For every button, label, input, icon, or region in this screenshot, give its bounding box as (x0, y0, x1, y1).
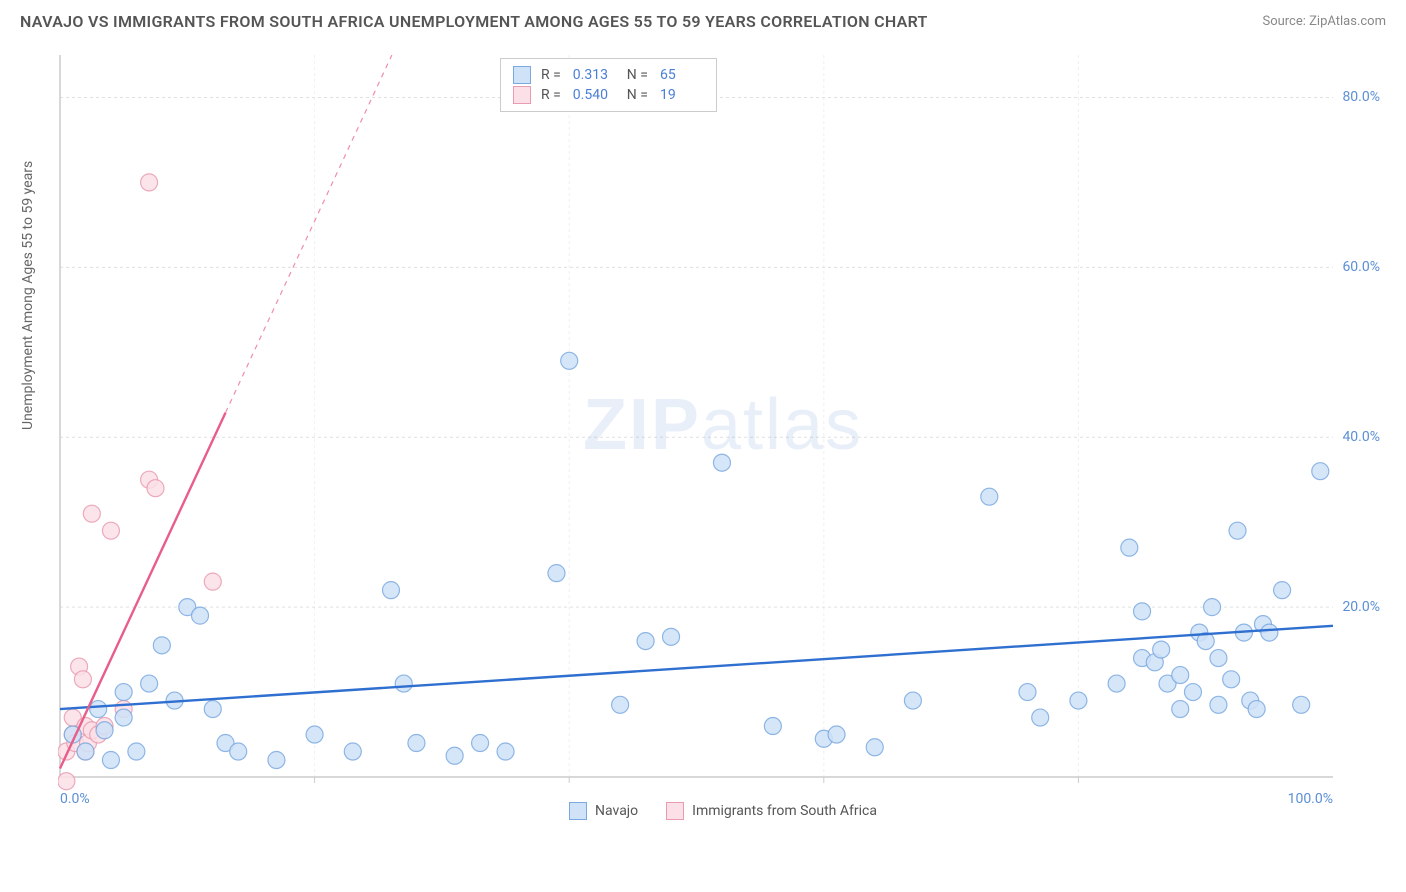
legend-item: Immigrants from South Africa (666, 802, 877, 820)
y-tick-label: 40.0% (1342, 429, 1380, 445)
legend-swatch (666, 802, 684, 820)
legend-item: Navajo (569, 802, 638, 820)
chart-title: NAVAJO VS IMMIGRANTS FROM SOUTH AFRICA U… (20, 12, 928, 31)
stat-n-label: N = (627, 87, 648, 103)
legend-swatch (513, 86, 531, 104)
legend: Navajo Immigrants from South Africa (58, 802, 1388, 820)
stats-row: R = 0.540 N = 19 (513, 86, 704, 104)
y-tick-label: 80.0% (1342, 89, 1380, 105)
stats-row: R = 0.313 N = 65 (513, 66, 704, 84)
legend-label: Immigrants from South Africa (692, 803, 877, 819)
scatter-plot (58, 55, 1388, 815)
y-axis-label: Unemployment Among Ages 55 to 59 years (20, 161, 36, 430)
stat-r-label: R = (541, 67, 561, 83)
y-tick-label: 20.0% (1342, 599, 1380, 615)
stat-n-label: N = (627, 67, 648, 83)
correlation-stats-box: R = 0.313 N = 65 R = 0.540 N = 19 (500, 58, 717, 112)
legend-swatch (513, 66, 531, 84)
chart-area: ZIPatlas R =0.313N =65R =0.540N =19 Nava… (58, 55, 1388, 815)
legend-label: Navajo (595, 803, 638, 819)
y-tick-label: 60.0% (1342, 259, 1380, 275)
stat-r-label: R = (541, 87, 561, 103)
x-tick-label: 100.0% (1288, 791, 1333, 807)
stat-n-value: 19 (660, 87, 704, 103)
stat-r-value: 0.313 (573, 67, 617, 83)
source-attribution: Source: ZipAtlas.com (1262, 14, 1386, 29)
stat-r-value: 0.540 (573, 87, 617, 103)
stat-n-value: 65 (660, 67, 704, 83)
legend-swatch (569, 802, 587, 820)
x-tick-label: 0.0% (60, 791, 90, 807)
